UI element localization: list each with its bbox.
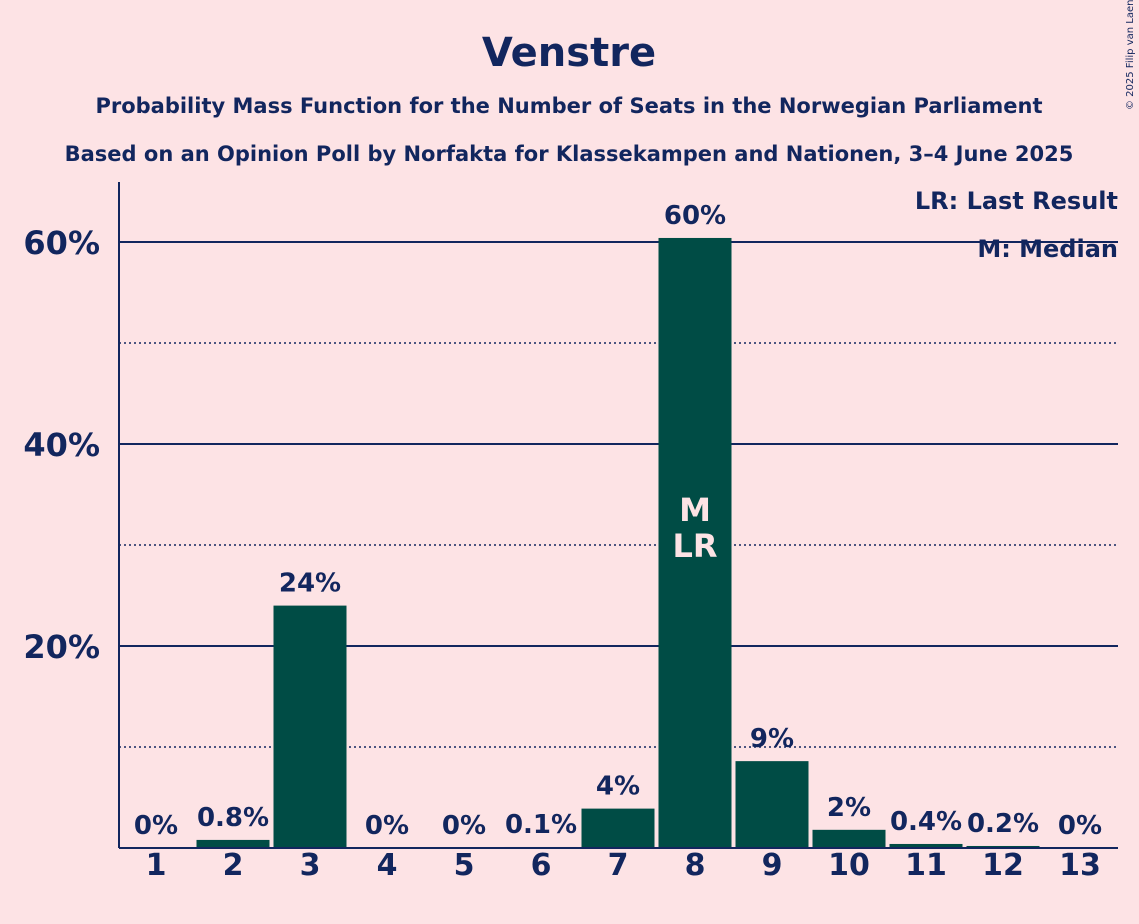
chart-subtitle-1: Probability Mass Function for the Number…	[95, 94, 1042, 118]
y-tick-label: 20%	[23, 628, 100, 666]
data-label-seats-1: 0%	[134, 811, 178, 841]
data-label-seats-12: 0.2%	[967, 809, 1039, 839]
copyright-note: © 2025 Filip van Laenen	[1125, 0, 1136, 110]
data-label-seats-9: 9%	[750, 724, 794, 754]
bars	[196, 237, 1040, 848]
y-axis-ticks: 20% 40% 60%	[23, 224, 100, 666]
x-tick-label: 4	[377, 848, 398, 883]
legend-median: M: Median	[977, 235, 1118, 263]
bar-seats-3	[273, 605, 347, 848]
x-tick-label: 2	[223, 848, 244, 883]
x-axis-ticks: 1 2 3 4 5 6 7 8 9 10 11 12 13	[146, 848, 1101, 883]
gridlines	[119, 241, 1118, 748]
bar-seats-11	[889, 843, 963, 848]
bar-seats-7	[581, 808, 655, 848]
y-tick-label: 60%	[23, 224, 100, 262]
x-tick-label: 12	[982, 848, 1024, 883]
bar-seats-12	[966, 845, 1040, 848]
data-label-seats-10: 2%	[827, 793, 871, 823]
bar-seats-9	[735, 761, 809, 848]
legend-last-result: LR: Last Result	[915, 187, 1118, 215]
x-tick-label: 1	[146, 848, 167, 883]
median-marker: M	[679, 491, 711, 529]
data-label-seats-2: 0.8%	[197, 803, 269, 833]
x-tick-label: 3	[300, 848, 321, 883]
last-result-marker: LR	[672, 527, 717, 565]
data-labels: 0% 0.8% 24% 0% 0% 0.1% 4% 60% MLR 9% 2% 0.4% 0.2% 0%	[134, 201, 1102, 841]
x-tick-label: 10	[828, 848, 870, 883]
chart-subtitle-2: Based on an Opinion Poll by Norfakta for…	[65, 142, 1074, 166]
bar-seats-8	[658, 237, 732, 848]
x-tick-label: 5	[454, 848, 475, 883]
data-label-seats-11: 0.4%	[890, 807, 962, 837]
bar-seats-2	[196, 839, 270, 848]
y-tick-label: 40%	[23, 426, 100, 464]
data-label-seats-7: 4%	[596, 772, 640, 802]
data-label-seats-3: 24%	[279, 569, 341, 599]
x-tick-label: 11	[905, 848, 947, 883]
chart-title: Venstre	[482, 30, 656, 76]
data-label-seats-6: 0.1%	[505, 810, 577, 840]
data-label-seats-13: 0%	[1058, 811, 1102, 841]
data-label-seats-4: 0%	[365, 811, 409, 841]
data-label-seats-8: 60%	[664, 201, 726, 231]
x-tick-label: 6	[531, 848, 552, 883]
x-tick-label: 8	[685, 848, 706, 883]
x-tick-label: 7	[608, 848, 629, 883]
x-tick-label: 13	[1059, 848, 1101, 883]
data-label-seats-5: 0%	[442, 811, 486, 841]
bar-seats-10	[812, 829, 886, 848]
x-tick-label: 9	[762, 848, 783, 883]
